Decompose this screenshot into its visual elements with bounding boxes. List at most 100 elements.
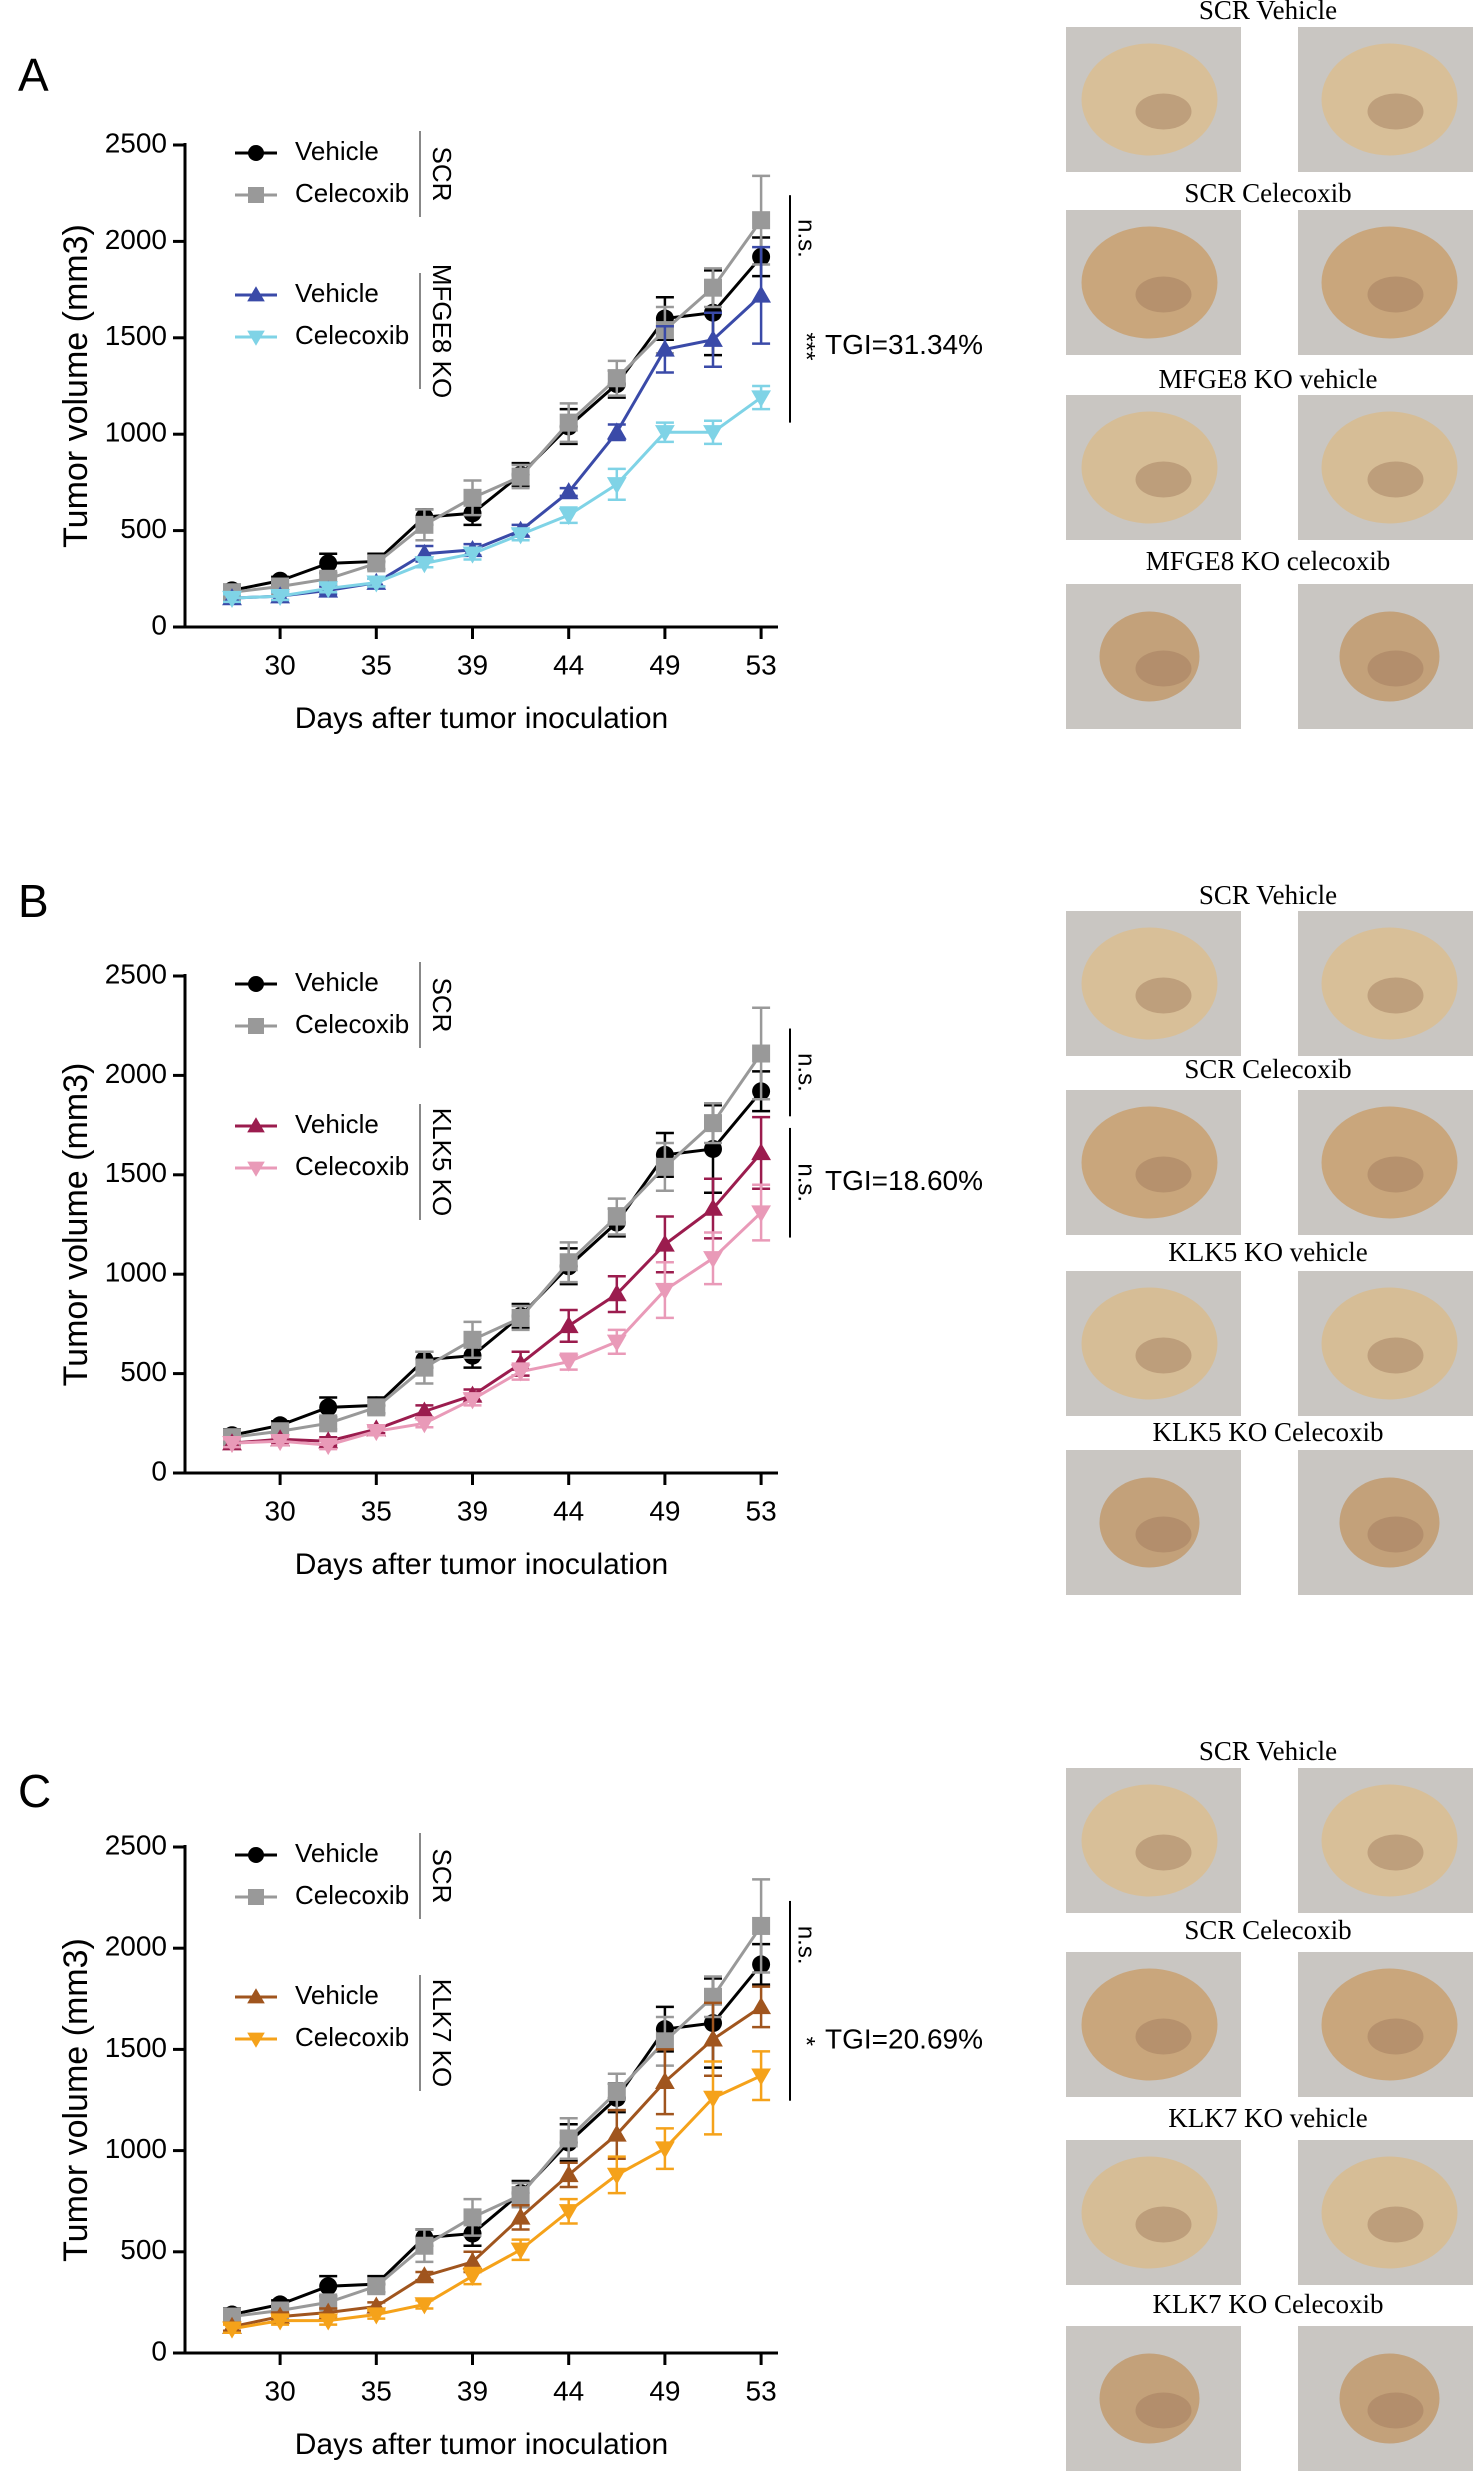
marker [703,2090,723,2108]
x-axis-title: Days after tumor inoculation [295,702,669,735]
series-line [231,1151,763,1445]
x-tick-label: 39 [457,649,488,680]
marker [367,2277,386,2296]
marker [223,2307,241,2326]
tumor-shade [1367,2392,1424,2429]
marker [462,546,483,564]
marker [703,329,723,347]
marker [510,1364,531,1382]
marker [366,575,387,593]
tumor [1099,1477,1200,1568]
marker [558,482,579,500]
marker [751,1996,771,2015]
tumor-shade [1367,650,1424,687]
marker [606,1334,627,1352]
tumor-shade [1135,1516,1192,1553]
marker [510,2207,531,2225]
marker [655,1282,675,1301]
tumor [1099,2353,1200,2444]
x-tick-label: 30 [265,1495,296,1526]
marker [462,2252,483,2270]
tumor-shade [1135,1834,1192,1871]
photo-caption: SCR Celecoxib [1184,1054,1351,1084]
tumor-shade [1135,2206,1192,2243]
tumor [1339,1477,1440,1568]
series-line [231,396,762,600]
marker [510,2242,531,2260]
marker [655,1234,675,1252]
significance-label: n.s. [793,1053,820,1092]
group-label: SCR [427,147,457,202]
marker [248,145,264,161]
y-tick-label: 1000 [105,1257,167,1288]
tumor [1321,1784,1458,1897]
marker [222,2321,242,2339]
marker [752,1044,771,1063]
marker [606,2124,627,2142]
tumor [1339,611,1440,702]
marker [655,339,675,357]
marker [367,1398,386,1417]
marker [318,2313,339,2331]
marker [559,413,578,432]
marker [607,1207,626,1226]
tumor-shade [1367,2018,1424,2055]
y-tick-label: 2500 [105,127,167,158]
marker [606,1284,627,1302]
y-tick-label: 2500 [105,958,167,989]
x-tick-label: 35 [361,649,392,680]
tumor-shade [1135,1156,1192,1193]
tumor [1321,43,1458,156]
x-tick-label: 49 [649,649,680,680]
marker [510,527,531,545]
x-tick-label: 44 [553,2375,584,2406]
y-axis-title: Tumor volume (mm3) [57,1063,95,1387]
legend-label: Vehicle [295,967,379,997]
tgi-label: TGI=18.60% [825,1165,983,1196]
marker [462,2268,483,2286]
x-tick-label: 39 [457,2375,488,2406]
y-axis-title: Tumor volume (mm3) [57,1938,95,2262]
photo-caption: SCR Celecoxib [1184,1915,1351,1945]
marker [247,1117,265,1133]
significance-label: n.s. [793,219,820,258]
marker [463,1330,482,1349]
marker [751,2068,771,2086]
marker [367,554,386,573]
marker [248,1847,264,1863]
x-tick-label: 35 [361,2375,392,2406]
legend-label: Vehicle [295,1980,379,2010]
y-tick-label: 0 [151,2335,167,2366]
marker [319,2293,338,2312]
tgi-label: TGI=31.34% [825,329,983,360]
marker [415,515,434,534]
marker [559,2129,578,2148]
marker [270,1433,290,1452]
series-line [231,2074,762,2331]
marker [318,581,339,599]
marker [703,425,723,443]
marker [222,1435,242,1454]
x-tick-label: 49 [649,1495,680,1526]
marker [559,1253,578,1272]
x-tick-label: 53 [746,1495,777,1526]
legend-label: Celecoxib [295,2022,409,2052]
marker [319,1414,338,1433]
marker [319,2277,338,2296]
y-tick-label: 500 [120,2234,167,2265]
photo-caption: KLK7 KO vehicle [1168,2103,1367,2133]
panel-label: B [18,875,49,927]
legend-label: Celecoxib [295,1009,409,1039]
series-line [231,219,763,594]
marker [751,390,771,408]
y-axis-title: Tumor volume (mm3) [57,224,95,548]
marker [751,1205,771,1223]
tumor [1081,1784,1218,1897]
y-tick-label: 1000 [105,2133,167,2164]
tumor [1081,226,1218,339]
tumor [1081,43,1218,156]
marker [270,2313,290,2331]
photo-caption: KLK5 KO vehicle [1168,1237,1367,1267]
marker [248,1889,264,1905]
photo-caption: KLK5 KO Celecoxib [1153,1417,1384,1447]
